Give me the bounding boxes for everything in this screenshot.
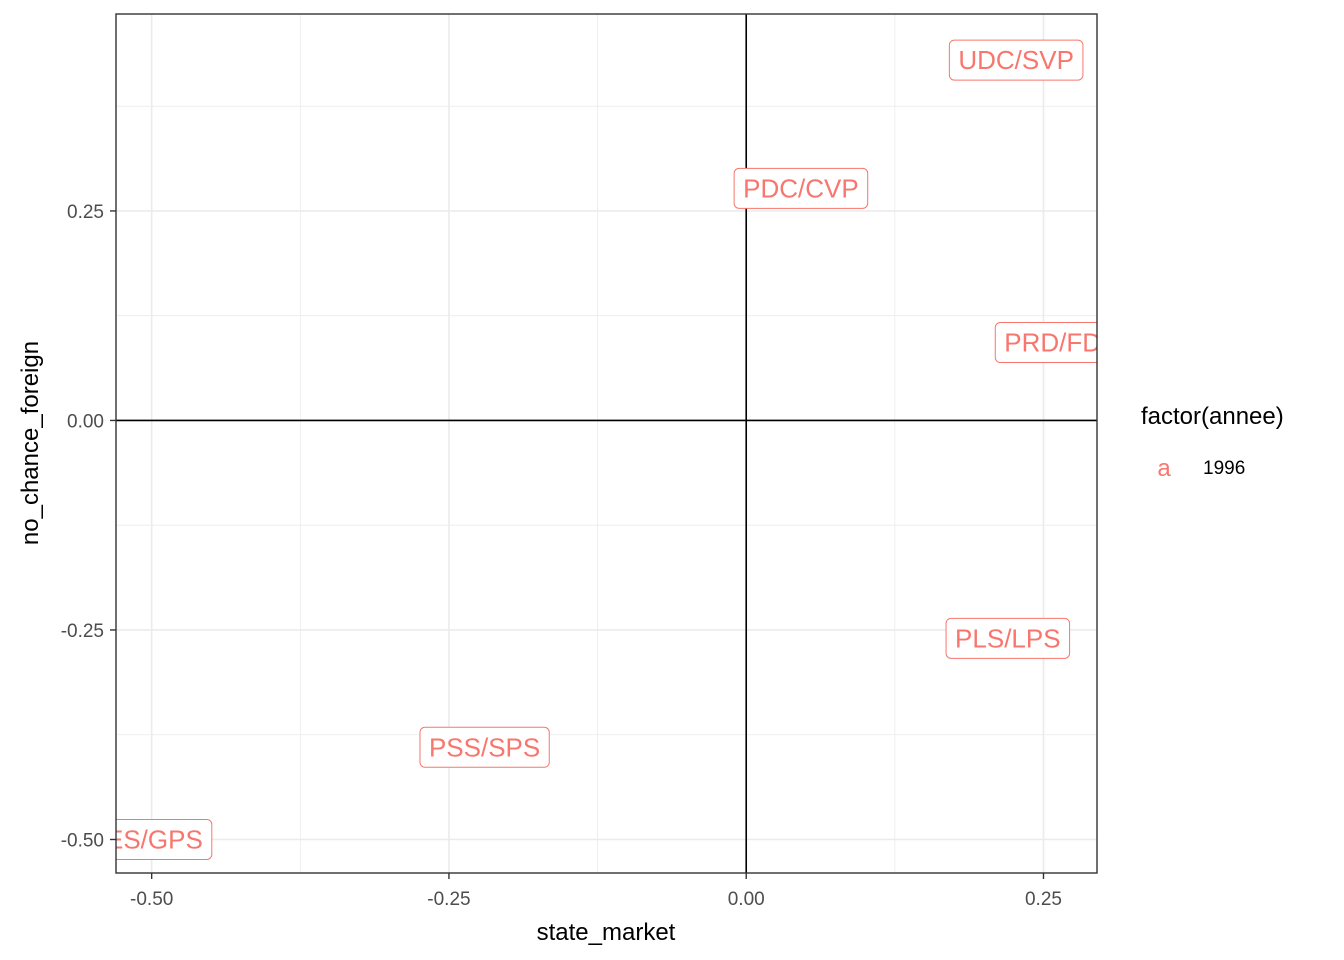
- point-label-text: PLS/LPS: [955, 623, 1061, 653]
- point-label-text: PSS/SPS: [429, 732, 540, 762]
- plot-panel: [116, 14, 1097, 873]
- point-label-box: [945, 617, 1071, 659]
- point-label: UDC/SVP: [948, 39, 1084, 81]
- x-axis-ticks: -0.50 -0.25 0.00 0.25: [130, 873, 1062, 910]
- y-axis-title: no_chance_foreign: [17, 341, 44, 545]
- x-axis-title: state_market: [537, 919, 676, 946]
- y-tick-label: 0.00: [67, 411, 104, 432]
- point-label-text: PES/GPS: [89, 824, 203, 854]
- point-label-text: PDC/CVP: [743, 173, 859, 203]
- point-label: PES/GPS: [89, 818, 213, 860]
- point-label: PDC/CVP: [733, 167, 869, 209]
- x-tick-label: -0.50: [130, 889, 173, 910]
- point-label-text: PRD/FDP: [1004, 328, 1118, 358]
- reference-lines: [116, 14, 1097, 873]
- legend-entry-label: 1996: [1203, 458, 1245, 479]
- point-label-box: [948, 39, 1084, 81]
- legend-key-glyph: a: [1157, 455, 1171, 482]
- point-label: PLS/LPS: [945, 617, 1071, 659]
- point-labels: UDC/SVP PDC/CVP PRD/FDP PLS/LPS PSS/SPS PES/G…: [89, 39, 1118, 860]
- point-label-box: [994, 322, 1097, 364]
- x-tick-label: 0.25: [1025, 889, 1062, 910]
- point-label-text: UDC/SVP: [958, 45, 1074, 75]
- minor-gridlines: [116, 14, 1097, 873]
- y-tick-label: 0.25: [67, 202, 104, 223]
- point-label: PSS/SPS: [419, 726, 550, 768]
- legend-title: factor(annee): [1141, 403, 1284, 430]
- legend: factor(annee) a 1996: [1141, 403, 1284, 482]
- point-label: PRD/FDP: [994, 322, 1118, 364]
- x-tick-label: 0.00: [728, 889, 765, 910]
- point-label-box: [116, 818, 213, 860]
- point-label-box: [419, 726, 550, 768]
- y-tick-label: -0.50: [61, 830, 104, 851]
- x-tick-label: -0.25: [427, 889, 470, 910]
- y-axis-ticks: -0.50 -0.25 0.00 0.25: [61, 202, 116, 851]
- panel-border: [115, 13, 1098, 874]
- y-tick-label: -0.25: [61, 621, 104, 642]
- point-label-box: [733, 167, 869, 209]
